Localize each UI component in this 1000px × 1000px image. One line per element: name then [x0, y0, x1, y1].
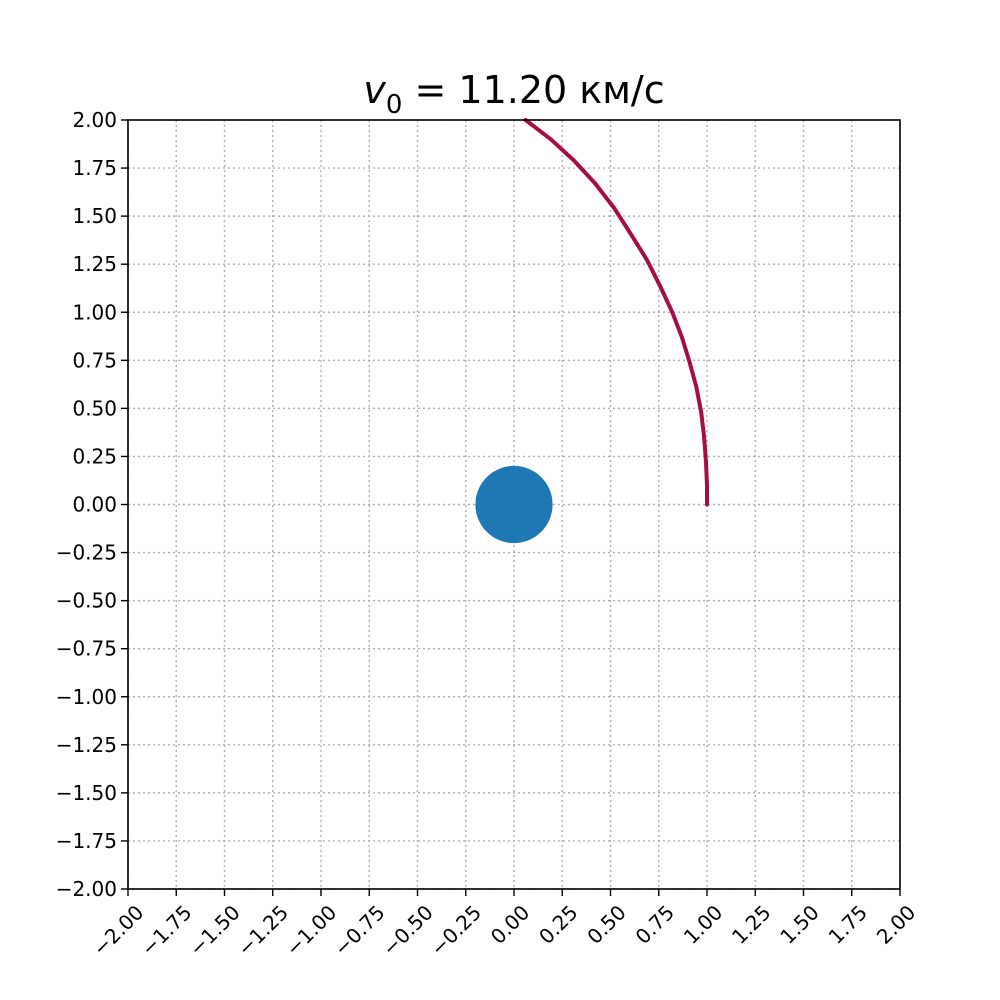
- trajectory-line: [523, 118, 709, 507]
- x-tick-label: −1.25: [233, 900, 293, 960]
- x-tick-label: −1.50: [184, 900, 244, 960]
- x-tick-label: 0.25: [534, 900, 582, 948]
- y-tick-label: 2.00: [72, 108, 117, 132]
- x-tick-label: 1.50: [775, 900, 823, 948]
- x-tick-label: 1.25: [727, 900, 775, 948]
- y-tick-label: 0.50: [72, 396, 117, 420]
- y-tick-label: 0.25: [72, 444, 117, 468]
- title-rest: = 11.20 км/с: [402, 68, 664, 112]
- y-tick-label: −1.00: [56, 685, 117, 709]
- x-tick-label: 0.50: [582, 900, 630, 948]
- y-tick-label: −1.25: [56, 733, 117, 757]
- planet-marker: [475, 465, 553, 544]
- y-tick-label: −1.75: [56, 829, 117, 853]
- y-tick-label: 1.75: [72, 156, 117, 180]
- y-tick-label: 1.00: [72, 300, 117, 324]
- x-tick-label: −0.50: [377, 900, 437, 960]
- title-symbol: v: [363, 68, 386, 112]
- x-tick-label: −1.00: [281, 900, 341, 960]
- y-ticks: 2.00 1.75 1.50 1.25 1.00 0.75 0.50 0.25 0.00 −0.2…: [56, 108, 128, 901]
- y-tick-label: −1.50: [56, 781, 117, 805]
- x-tick-label: 1.00: [679, 900, 727, 948]
- y-tick-label: −2.00: [56, 877, 117, 901]
- x-tick-label: −0.25: [426, 900, 486, 960]
- planet-layer: [475, 465, 553, 544]
- y-tick-label: 1.25: [72, 252, 117, 276]
- x-tick-label: −2.00: [88, 900, 148, 960]
- series-layer: [523, 118, 709, 507]
- x-tick-label: 0.00: [486, 900, 534, 948]
- y-tick-label: 0.75: [72, 348, 117, 372]
- y-tick-label: −0.50: [56, 589, 117, 613]
- title-subscript: 0: [386, 90, 403, 120]
- x-tick-label: 2.00: [872, 900, 920, 948]
- chart-title: v0 = 11.20 км/с: [363, 68, 664, 120]
- y-tick-label: −0.25: [56, 541, 117, 565]
- y-tick-label: −0.75: [56, 637, 117, 661]
- y-tick-label: 1.50: [72, 204, 117, 228]
- x-tick-label: 1.75: [824, 900, 872, 948]
- y-tick-label: 0.00: [72, 493, 117, 517]
- x-ticks: −2.00−1.75−1.50−1.25−1.00−0.75−0.50−0.25…: [88, 889, 920, 961]
- x-tick-label: 0.75: [631, 900, 679, 948]
- x-tick-label: −1.75: [136, 900, 196, 960]
- x-tick-label: −0.75: [329, 900, 389, 960]
